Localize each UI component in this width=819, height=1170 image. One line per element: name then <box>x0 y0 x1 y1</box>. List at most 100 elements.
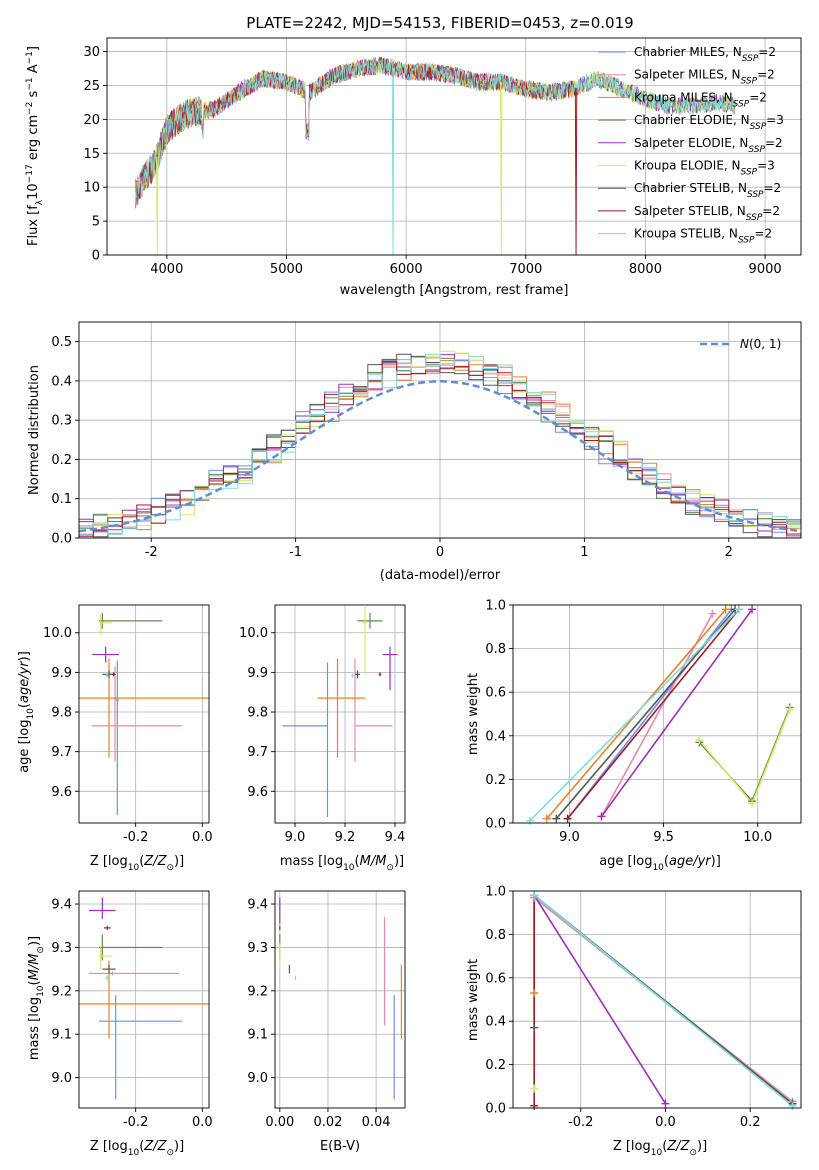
text-span: ⊙ <box>166 1148 174 1158</box>
y-tick-label: 0.4 <box>51 374 72 389</box>
weight-marker <box>530 1101 539 1110</box>
weight-marker <box>597 812 606 821</box>
y-tick-label: 9.8 <box>247 706 268 721</box>
text-span: ] <box>26 46 41 51</box>
text-span: =2 <box>764 181 782 195</box>
text-span: 10 <box>26 708 36 720</box>
x-tick-label: -2 <box>145 545 158 560</box>
x-axis-label: mass [log10(M/M⊙)] <box>280 854 404 873</box>
x-axis-label: age [log10(age/yr)] <box>599 854 721 873</box>
text-span: ( <box>27 980 42 985</box>
x-tick-label: -0.2 <box>568 1115 593 1130</box>
text-span: 10 <box>36 985 46 997</box>
x-tick-label: 5000 <box>270 262 303 277</box>
spectrum-dip <box>500 82 503 255</box>
weight-marker <box>525 816 534 825</box>
normal-curve <box>79 380 801 533</box>
y-tick-label: 9.0 <box>247 1071 268 1086</box>
weight-marker <box>530 988 539 997</box>
x-tick-label: -0.2 <box>123 830 148 845</box>
weight-marker <box>748 799 757 808</box>
weight-line <box>533 894 667 1105</box>
weight-line <box>698 707 791 803</box>
axes-frame <box>106 37 802 256</box>
text-span: M/M <box>360 854 387 869</box>
axes-spectrum: 4000 5000 6000 7000 8000 9000 0 5 10 15 20 25 30 <box>83 37 802 277</box>
x-tick-label: -1 <box>289 545 302 560</box>
text-span: A <box>26 64 41 77</box>
text-span: SSP <box>746 213 763 223</box>
weight-line <box>533 894 794 1107</box>
weight-marker <box>563 814 572 823</box>
spectrum-line <box>135 56 577 198</box>
weight-marker <box>530 1023 539 1032</box>
y-tick-label: 0.2 <box>485 1058 506 1073</box>
text-span: erg cm <box>26 115 41 164</box>
y-tick-label: 9.7 <box>51 745 72 760</box>
text-span: )] <box>711 854 721 869</box>
x-axis-label: Z [log10(Z/Z⊙)] <box>90 854 184 873</box>
text-span: Kroupa MILES, N <box>634 90 733 104</box>
axes-frame <box>78 604 210 824</box>
y-tick-label: 30 <box>83 45 100 60</box>
text-span: =2 <box>765 136 783 150</box>
legend-entry: Kroupa ELODIE, NSSP=3 <box>634 159 775 178</box>
text-span: )] <box>174 1139 184 1154</box>
axes-frame <box>274 890 406 1109</box>
text-span: SSP <box>741 168 758 178</box>
y-tick-label: 9.9 <box>247 666 268 681</box>
y-tick-label: 0.8 <box>485 928 506 943</box>
y-tick-label: 0.0 <box>485 817 506 832</box>
text-span: )] <box>27 936 42 946</box>
text-span: 10 <box>128 863 140 873</box>
axes-frame <box>512 604 802 824</box>
weight-marker <box>708 609 717 618</box>
text-span: Salpeter ELODIE, N <box>634 136 748 150</box>
text-span: Z [log <box>613 1139 651 1154</box>
legend-entry: Salpeter ELODIE, NSSP=2 <box>634 136 783 155</box>
legend-entry: Salpeter MILES, NSSP=2 <box>634 68 775 87</box>
x-axis-label: (data-model)/error <box>380 568 501 583</box>
axes-frame <box>78 890 210 1109</box>
legend-entry: N(0, 1) <box>740 337 781 351</box>
text-span: 10 <box>343 863 355 873</box>
plot-area <box>279 897 402 1100</box>
y-tick-label: 9.4 <box>247 898 268 913</box>
weight-marker <box>530 891 539 900</box>
y-tick-label: 0.4 <box>485 729 506 744</box>
y-tick-label: 0 <box>92 249 100 264</box>
text-span: =2 <box>758 45 776 59</box>
x-tick-label: 9.4 <box>385 830 406 845</box>
text-span: s <box>26 90 41 101</box>
weight-marker <box>734 605 743 614</box>
legend-entry: Salpeter STELIB, NSSP=2 <box>634 204 780 223</box>
weight-line <box>566 608 740 820</box>
text-span: Salpeter MILES, N <box>634 68 741 82</box>
text-span: SSP <box>748 145 765 155</box>
weight-line <box>698 709 791 805</box>
plot-area <box>529 608 791 822</box>
figure-title: PLATE=2242, MJD=54153, FIBERID=0453, z=0… <box>246 14 633 32</box>
text-span: age/yr <box>669 854 712 869</box>
text-span: ( <box>662 1139 667 1154</box>
text-span: =2 <box>762 204 780 218</box>
text-span: age [log <box>17 720 32 773</box>
y-axis-label: mass [log10(M/M⊙)] <box>27 936 46 1060</box>
weight-marker <box>530 1084 539 1093</box>
x-tick-label: 0 <box>436 545 444 560</box>
x-tick-label: 9.0 <box>559 830 580 845</box>
y-tick-label: 10 <box>83 181 100 196</box>
text-span: Salpeter STELIB, N <box>634 204 746 218</box>
text-span: Z/Z <box>143 1139 167 1154</box>
x-tick-label: 2 <box>725 545 733 560</box>
text-span: Chabrier MILES, N <box>634 45 742 59</box>
text-span: ⊙ <box>689 1148 697 1158</box>
text-span: age [log <box>599 854 652 869</box>
axes-age_vs_mass: 9.0 9.2 9.4 9.6 9.7 9.8 9.9 10.0 <box>239 604 406 845</box>
x-tick-label: 0.0 <box>192 1115 213 1130</box>
weight-line <box>529 608 740 822</box>
spectrum-line <box>135 57 736 198</box>
text-span: age/yr <box>17 660 32 703</box>
x-tick-label: 4000 <box>150 262 183 277</box>
